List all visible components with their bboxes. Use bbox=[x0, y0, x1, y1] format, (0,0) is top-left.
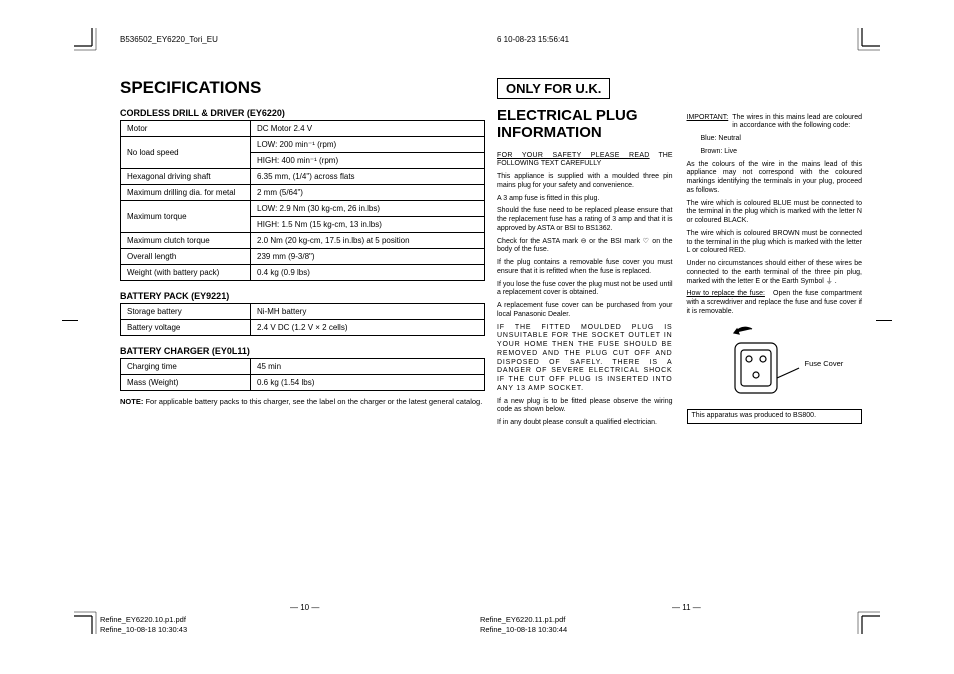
body-text: The wire which is coloured BLUE must be … bbox=[687, 200, 863, 226]
crop-mark-tr bbox=[854, 28, 880, 54]
body-text: If in any doubt please consult a qualifi… bbox=[497, 419, 673, 428]
safety-text: FOR YOUR SAFETY PLEASE READ THE FOLLOWIN… bbox=[497, 152, 673, 170]
charger-table: Charging time45 min Mass (Weight)0.6 kg … bbox=[120, 358, 485, 391]
fuse-cover-figure: Fuse Cover bbox=[687, 323, 863, 403]
spec-label: No load speed bbox=[121, 137, 251, 169]
body-text: A replacement fuse cover can be purchase… bbox=[497, 302, 673, 320]
body-text: IF THE FITTED MOULDED PLUG IS UNSUITABLE… bbox=[497, 324, 673, 394]
body-text: This appliance is supplied with a moulde… bbox=[497, 173, 673, 191]
body-text: If you lose the fuse cover the plug must… bbox=[497, 281, 673, 299]
body-text: Check for the ASTA mark ⊖ or the BSI mar… bbox=[497, 238, 673, 256]
drill-heading: CORDLESS DRILL & DRIVER (EY6220) bbox=[120, 108, 485, 118]
page-number-right: — 11 — bbox=[672, 603, 701, 612]
spec-value: 0.4 kg (0.9 lbs) bbox=[251, 265, 485, 281]
spec-label: Hexagonal driving shaft bbox=[121, 169, 251, 185]
spec-label: Weight (with battery pack) bbox=[121, 265, 251, 281]
specifications-heading: SPECIFICATIONS bbox=[120, 78, 485, 98]
uk-only-box: ONLY FOR U.K. bbox=[497, 78, 610, 99]
page-number-left: — 10 — bbox=[290, 603, 319, 612]
footer-file: Refine_EY6220.11.p1.pdf bbox=[480, 615, 567, 624]
spec-label: Maximum torque bbox=[121, 201, 251, 233]
left-column: FOR YOUR SAFETY PLEASE READ THE FOLLOWIN… bbox=[497, 152, 673, 432]
body-text: As the colours of the wire in the mains … bbox=[687, 161, 863, 196]
fuse-cover-label: Fuse Cover bbox=[805, 359, 844, 368]
note-body: For applicable battery packs to this cha… bbox=[145, 397, 482, 406]
footer-file: Refine_EY6220.10.p1.pdf bbox=[100, 615, 187, 624]
spec-value: HIGH: 1.5 Nm (15 kg-cm, 13 in.lbs) bbox=[251, 217, 485, 233]
spec-value: 2.0 Nm (20 kg-cm, 17.5 in.lbs) at 5 posi… bbox=[251, 233, 485, 249]
battery-table: Storage batteryNi-MH battery Battery vol… bbox=[120, 303, 485, 336]
body-text: Under no circumstances should either of … bbox=[687, 260, 863, 286]
footer-right: Refine_EY6220.11.p1.pdf Refine_10-08-18 … bbox=[480, 615, 567, 634]
spec-label: Storage battery bbox=[121, 304, 251, 320]
right-page: ONLY FOR U.K. ELECTRICAL PLUG INFORMATIO… bbox=[497, 78, 862, 432]
spec-value: LOW: 200 min⁻¹ (rpm) bbox=[251, 137, 485, 153]
spec-value: LOW: 2.9 Nm (30 kg-cm, 26 in.lbs) bbox=[251, 201, 485, 217]
side-rule-left bbox=[62, 320, 78, 321]
spec-label: Mass (Weight) bbox=[121, 375, 251, 391]
spec-value: HIGH: 400 min⁻¹ (rpm) bbox=[251, 153, 485, 169]
note-label: NOTE: bbox=[120, 397, 143, 406]
spec-label: Motor bbox=[121, 121, 251, 137]
spec-value: 239 mm (9-3/8") bbox=[251, 249, 485, 265]
body-text: The wire which is coloured BROWN must be… bbox=[687, 230, 863, 256]
important-text: IMPORTANT:The wires in this mains lead a… bbox=[687, 114, 863, 132]
footer-date: Refine_10-08-18 10:30:43 bbox=[100, 625, 187, 634]
spec-value: 0.6 kg (1.54 lbs) bbox=[251, 375, 485, 391]
body-text: A 3 amp fuse is fitted in this plug. bbox=[497, 195, 673, 204]
spec-label: Maximum drilling dia. for metal bbox=[121, 185, 251, 201]
body-text: If the plug contains a removable fuse co… bbox=[497, 259, 673, 277]
bs800-box: This apparatus was produced to BS800. bbox=[687, 409, 863, 425]
spec-value: DC Motor 2.4 V bbox=[251, 121, 485, 137]
spec-label: Maximum clutch torque bbox=[121, 233, 251, 249]
left-page: SPECIFICATIONS CORDLESS DRILL & DRIVER (… bbox=[120, 78, 485, 406]
crop-mark-br bbox=[854, 608, 880, 634]
header-doc-id: B536502_EY6220_Tori_EU bbox=[120, 35, 218, 44]
electrical-heading: ELECTRICAL PLUG INFORMATION bbox=[497, 107, 673, 142]
spec-value: 2 mm (5/64") bbox=[251, 185, 485, 201]
spec-value: Ni-MH battery bbox=[251, 304, 485, 320]
fuse-cover-icon bbox=[707, 323, 802, 401]
howto-text: How to replace the fuse: Open the fuse c… bbox=[687, 290, 863, 316]
wire-code-blue: Blue: Neutral bbox=[701, 135, 863, 144]
spec-label: Battery voltage bbox=[121, 320, 251, 336]
footer-date: Refine_10-08-18 10:30:44 bbox=[480, 625, 567, 634]
footer-left: Refine_EY6220.10.p1.pdf Refine_10-08-18 … bbox=[100, 615, 187, 634]
drill-table: MotorDC Motor 2.4 V No load speedLOW: 20… bbox=[120, 120, 485, 281]
note-text: NOTE: For applicable battery packs to th… bbox=[120, 397, 485, 406]
spec-label: Charging time bbox=[121, 359, 251, 375]
spec-value: 6.35 mm, (1/4") across flats bbox=[251, 169, 485, 185]
body-text: If a new plug is to be fitted please obs… bbox=[497, 398, 673, 416]
crop-mark-bl bbox=[74, 608, 100, 634]
body-text: Should the fuse need to be replaced plea… bbox=[497, 207, 673, 233]
battery-heading: BATTERY PACK (EY9221) bbox=[120, 291, 485, 301]
spec-value: 2.4 V DC (1.2 V × 2 cells) bbox=[251, 320, 485, 336]
spec-label: Overall length bbox=[121, 249, 251, 265]
charger-heading: BATTERY CHARGER (EY0L11) bbox=[120, 346, 485, 356]
wire-code-brown: Brown: Live bbox=[701, 148, 863, 157]
crop-mark-tl bbox=[74, 28, 100, 54]
side-rule-right bbox=[876, 320, 892, 321]
right-column: IMPORTANT:The wires in this mains lead a… bbox=[687, 114, 863, 432]
spec-value: 45 min bbox=[251, 359, 485, 375]
header-meta: 6 10-08-23 15:56:41 bbox=[497, 35, 569, 44]
